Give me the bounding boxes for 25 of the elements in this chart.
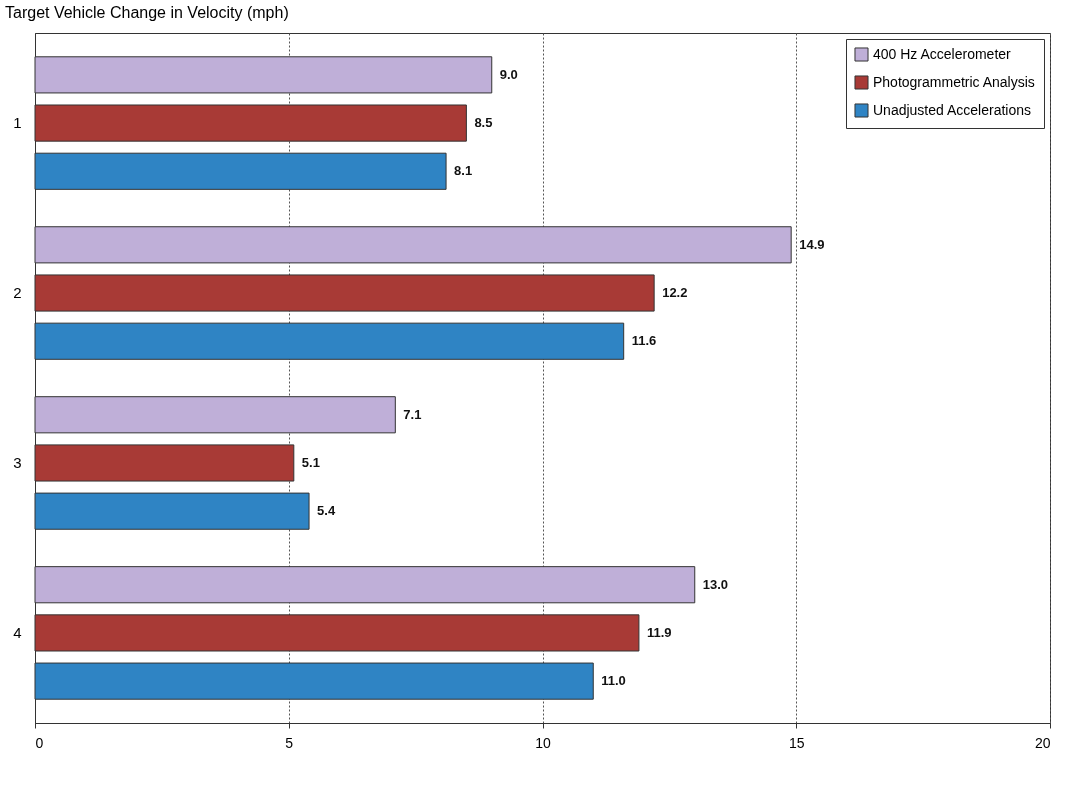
y-tick-label: 3 xyxy=(13,453,22,471)
data-label: 11.6 xyxy=(631,333,657,349)
x-tick-label: 15 xyxy=(788,734,805,751)
x-tick-label: 10 xyxy=(535,734,551,751)
data-label: 5.1 xyxy=(301,454,320,470)
y-tick-label: 2 xyxy=(13,284,22,302)
data-label: 11.0 xyxy=(601,673,626,689)
x-tick-label: 5 xyxy=(285,734,294,751)
data-label: 13.0 xyxy=(702,576,729,592)
x-tick-label: 0 xyxy=(35,734,44,751)
data-label: 12.2 xyxy=(662,285,688,301)
data-label: 8.1 xyxy=(454,163,473,179)
data-label: 14.9 xyxy=(799,236,825,252)
legend-label: Unadjusted Accelerations xyxy=(873,101,1031,118)
y-tick-label: 4 xyxy=(13,623,22,641)
chart-title: Target Vehicle Change in Velocity (mph) xyxy=(5,4,289,21)
legend-label: Photogrammetric Analysis xyxy=(873,73,1035,90)
legend-label: 400 Hz Accelerometer xyxy=(873,45,1012,62)
y-tick-label: 1 xyxy=(13,114,22,132)
x-tick-label: 20 xyxy=(1034,734,1051,751)
data-label: 7.1 xyxy=(403,406,422,422)
data-label: 11.9 xyxy=(646,624,672,640)
data-label: 5.4 xyxy=(317,503,336,519)
data-label: 8.5 xyxy=(474,115,493,131)
data-label: 9.0 xyxy=(499,66,518,82)
